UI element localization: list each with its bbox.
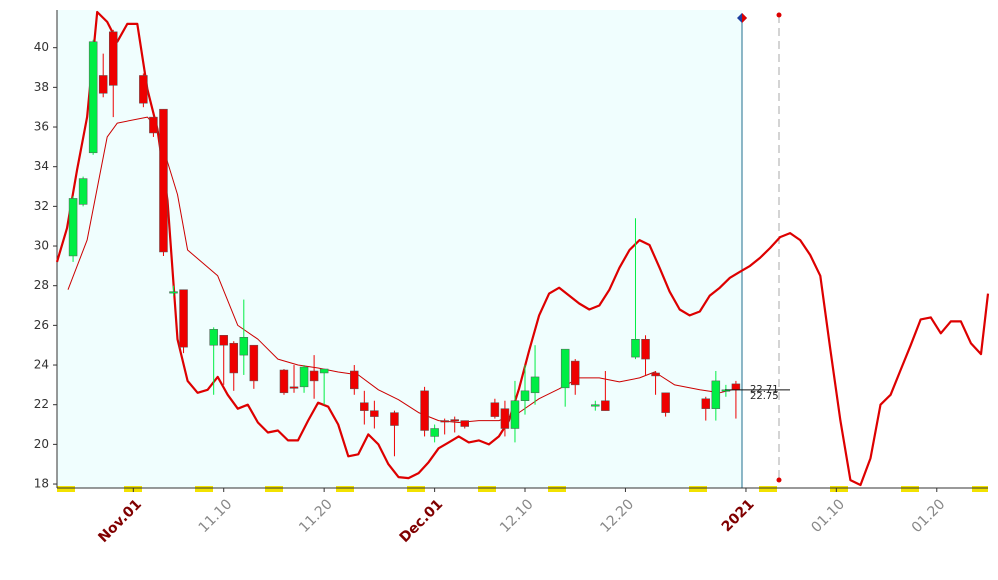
candle-body [731,383,741,391]
weekend-mark [759,486,777,492]
candle-body [530,376,540,394]
weekend-mark [336,486,354,492]
candle-body [108,31,118,86]
candle-body [219,335,228,346]
candle-body [169,291,178,294]
candle-body [711,380,721,409]
weekend-mark [689,486,707,492]
candle-body [440,420,449,423]
candle-body [490,402,500,417]
candle-body [289,386,299,389]
candle-body [430,428,439,437]
x-tick-label: 2021 [719,496,758,535]
y-tick-label: 36 [34,120,49,134]
price-label: 22.71 [750,384,779,395]
candle-body [641,338,650,360]
candle-body [701,398,711,409]
candle-body [88,41,98,154]
candle-body [279,369,289,394]
weekend-mark [901,486,919,492]
candle-body [591,404,600,407]
candle-body [149,116,158,134]
candle-body [370,410,379,417]
candle-body [360,402,369,411]
y-tick-label: 20 [34,437,49,451]
candle-body [450,419,459,422]
x-tick-label: 12.10 [497,496,537,536]
candle-body [68,198,78,257]
weekend-mark [972,486,988,492]
weekend-mark [195,486,213,492]
future-dot [776,12,782,18]
candle-body [159,108,168,253]
candle-body [98,75,108,94]
future-dot [776,477,782,483]
weekend-mark [265,486,283,492]
x-tick-label: 11.10 [196,496,236,536]
candle-body [520,390,530,401]
candle-body [249,344,259,382]
candle-body [319,368,329,374]
candle-body [661,392,670,413]
candle-body [420,390,429,431]
candle-body [460,420,470,427]
cursor-marker-half [742,13,747,23]
x-tick-label: Dec.01 [397,496,447,546]
y-tick-label: 26 [34,318,49,332]
candle-body [229,342,239,374]
x-tick-label: 11.20 [296,496,336,536]
y-tick-label: 38 [34,80,49,94]
y-tick-label: 40 [34,40,49,54]
candle-body [239,337,249,356]
candle-body [631,338,640,358]
x-tick-label: 01.20 [909,496,949,536]
y-tick-label: 24 [34,358,49,372]
price-label: 22.75 [750,391,779,402]
candle-body [309,370,319,382]
weekend-mark [407,486,425,492]
y-tick-label: 32 [34,199,49,213]
candle-body [560,348,570,389]
x-tick-label: 12.20 [597,496,637,536]
weekend-mark [478,486,496,492]
weekend-mark [830,486,848,492]
candle-body [78,178,88,205]
candle-body [500,408,510,429]
candle-body [350,370,359,390]
candle-body [179,289,188,348]
y-tick-label: 34 [34,159,49,173]
x-tick-label: Nov.01 [95,496,145,546]
indicator-line [55,10,990,487]
candle-body [299,366,309,388]
candle-body [601,400,610,411]
weekend-mark [57,486,75,492]
candle-body [570,360,580,386]
y-tick-label: 18 [34,477,49,491]
x-tick-label: 01.10 [808,496,848,536]
y-tick-label: 30 [34,239,49,253]
candle-body [209,329,218,346]
candle-body [390,412,399,426]
weekend-mark [548,486,566,492]
candle-body [139,75,148,104]
y-tick-label: 22 [34,397,49,411]
candle-body [510,400,520,429]
indicator-line [67,116,741,423]
y-tick-label: 28 [34,278,49,292]
candle-body [651,372,660,377]
